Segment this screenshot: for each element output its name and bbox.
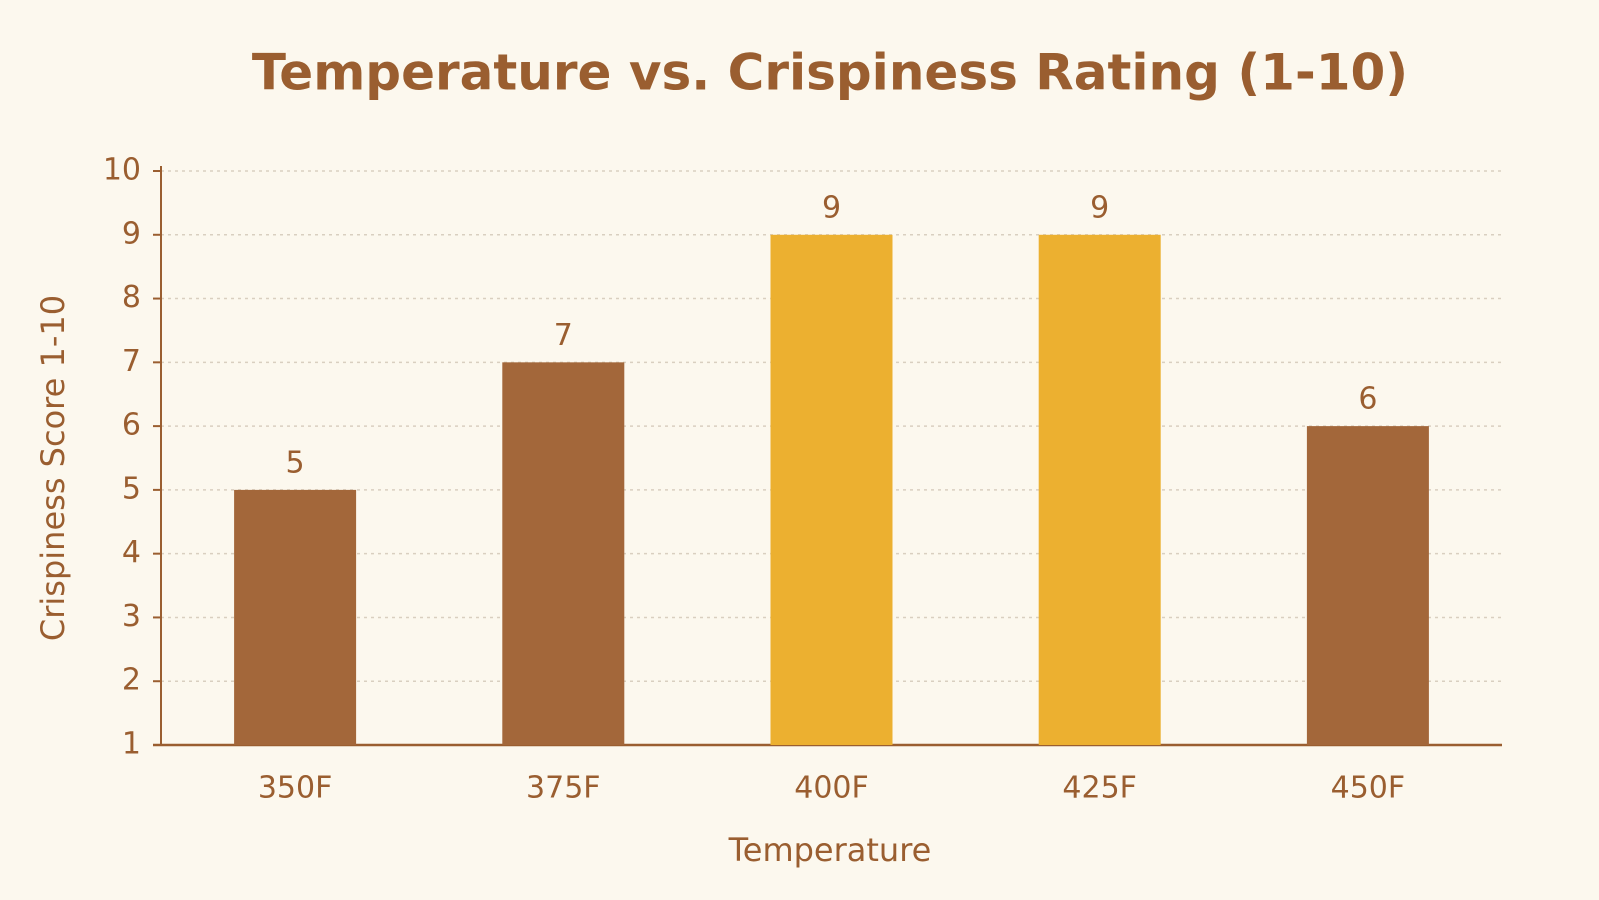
y-tick-label: 6 <box>122 408 141 443</box>
x-tick-label: 425F <box>1062 771 1137 806</box>
bar <box>502 362 625 745</box>
bar <box>1038 234 1161 745</box>
y-tick-label: 8 <box>122 280 141 315</box>
y-axis-label: Crispiness Score 1-10 <box>34 295 72 641</box>
y-tick-label: 2 <box>122 663 141 698</box>
y-tick-label: 7 <box>122 344 141 379</box>
y-tick-label: 5 <box>122 471 141 506</box>
data-label: 9 <box>1090 190 1109 225</box>
x-tick-label: 450F <box>1331 771 1406 806</box>
y-tick-label: 1 <box>122 727 141 762</box>
data-label: 7 <box>554 318 573 353</box>
chart-title: Temperature vs. Crispiness Rating (1-10) <box>252 44 1408 102</box>
x-tick-label: 350F <box>258 771 333 806</box>
data-label: 6 <box>1358 382 1377 417</box>
y-tick-label: 10 <box>103 153 141 188</box>
y-tick-label: 4 <box>122 535 141 570</box>
x-tick-label: 375F <box>526 771 601 806</box>
bar <box>770 234 893 745</box>
bar <box>1306 426 1429 745</box>
bar <box>234 489 357 745</box>
x-tick-label: 400F <box>794 771 869 806</box>
data-label: 9 <box>822 190 841 225</box>
y-tick-label: 9 <box>122 216 141 251</box>
x-axis-label: Temperature <box>728 831 932 869</box>
y-tick-label: 3 <box>122 599 141 634</box>
data-label: 5 <box>286 445 305 480</box>
